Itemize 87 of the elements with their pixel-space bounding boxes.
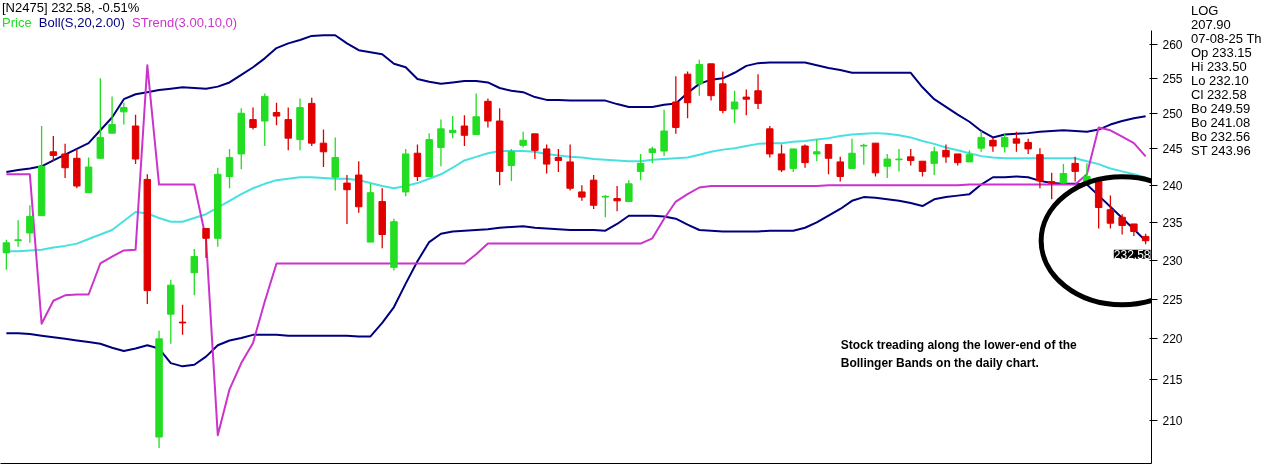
candlestick	[190, 248, 199, 296]
candlestick	[848, 138, 856, 170]
candlestick	[883, 153, 891, 179]
candlestick	[484, 97, 492, 129]
candlestick	[437, 118, 445, 167]
y-tick-label: 255	[1162, 71, 1183, 86]
candlestick	[284, 106, 292, 151]
text: Bo 232.56	[1191, 129, 1251, 144]
candlestick	[1047, 172, 1056, 200]
candlestick	[1071, 156, 1079, 183]
candlestick	[319, 128, 328, 168]
candlestick	[1118, 213, 1126, 236]
candlestick	[507, 148, 516, 182]
annotation: Stock treading along the lower-end of the Bollinger Bands on the daily chart.	[840, 338, 1078, 371]
candlestick	[49, 135, 58, 162]
text: Hi 233.50	[1191, 59, 1247, 74]
text: LOG	[1191, 3, 1219, 18]
candlestick	[636, 153, 645, 181]
candlestick	[578, 184, 586, 202]
candlestick	[531, 133, 539, 160]
candlestick	[472, 92, 480, 136]
candlestick	[860, 143, 868, 166]
text: Price	[2, 15, 32, 30]
text: Lo 232.10	[1191, 73, 1249, 88]
text: Cl 232.58	[1191, 87, 1247, 102]
candlestick	[1059, 163, 1068, 185]
candlestick	[542, 143, 551, 175]
candlestick	[695, 59, 704, 97]
candlestick	[613, 185, 621, 212]
y-tick-label: 235	[1162, 215, 1183, 230]
y-tick-label: 260	[1162, 37, 1183, 52]
candlestick	[730, 90, 739, 124]
chart-title: [N2475] 232.58, -0.51%	[2, 0, 141, 15]
candlestick	[754, 73, 762, 110]
candlestick	[272, 102, 281, 126]
text: STrend(3.00,10,0)	[132, 15, 238, 30]
text: Op 233.15	[1191, 45, 1252, 60]
candlestick	[1012, 131, 1021, 153]
candlestick	[460, 114, 469, 147]
text: Bo 241.08	[1191, 115, 1251, 130]
y-tick-label: 210	[1162, 414, 1183, 429]
candlestick	[660, 109, 668, 157]
y-tick-label: 220	[1162, 332, 1183, 347]
candlestick	[331, 136, 339, 192]
candlestick	[178, 304, 187, 336]
text: 207.90	[1191, 17, 1231, 32]
text: 07-08-25 Th	[1191, 31, 1262, 46]
candlestick	[625, 179, 633, 203]
candlestick	[448, 115, 457, 139]
candlestick	[14, 219, 22, 248]
candlestick	[777, 143, 786, 173]
candlestick	[813, 138, 821, 162]
text: Bo 249.59	[1191, 101, 1251, 116]
candlestick	[96, 77, 105, 159]
y-tick-label: 250	[1162, 106, 1183, 121]
annotation: 232.58	[1113, 247, 1151, 262]
candlestick	[61, 143, 69, 179]
candlestick	[836, 156, 844, 183]
candlestick	[343, 174, 351, 225]
candlestick	[895, 148, 903, 173]
candlestick	[108, 95, 116, 134]
candlestick	[202, 227, 210, 259]
candlestick	[1000, 133, 1009, 154]
text: ST 243.96	[1191, 143, 1251, 158]
candlestick	[413, 143, 422, 182]
candlestick	[26, 204, 34, 244]
y-tick-label: 215	[1162, 372, 1183, 387]
y-tick-label: 245	[1162, 142, 1183, 157]
candlestick	[942, 143, 950, 164]
y-tick-label: 240	[1162, 178, 1183, 193]
candlestick	[742, 88, 751, 117]
candlestick	[120, 102, 128, 126]
candlestick	[824, 143, 833, 175]
y-tick-label: 225	[1162, 292, 1183, 307]
candlestick	[2, 239, 11, 271]
candlestick	[930, 146, 938, 176]
candlestick	[1106, 194, 1115, 230]
candlestick	[225, 148, 234, 189]
line-series	[5, 34, 1147, 174]
text: Boll(S,20,2.00)	[38, 15, 125, 30]
candlestick	[601, 194, 610, 218]
candlestick	[249, 106, 257, 131]
candlestick	[977, 130, 985, 153]
candlestick	[789, 148, 798, 173]
candlestick	[554, 148, 563, 173]
candlestick	[519, 131, 527, 149]
y-tick-label: 230	[1162, 253, 1183, 268]
